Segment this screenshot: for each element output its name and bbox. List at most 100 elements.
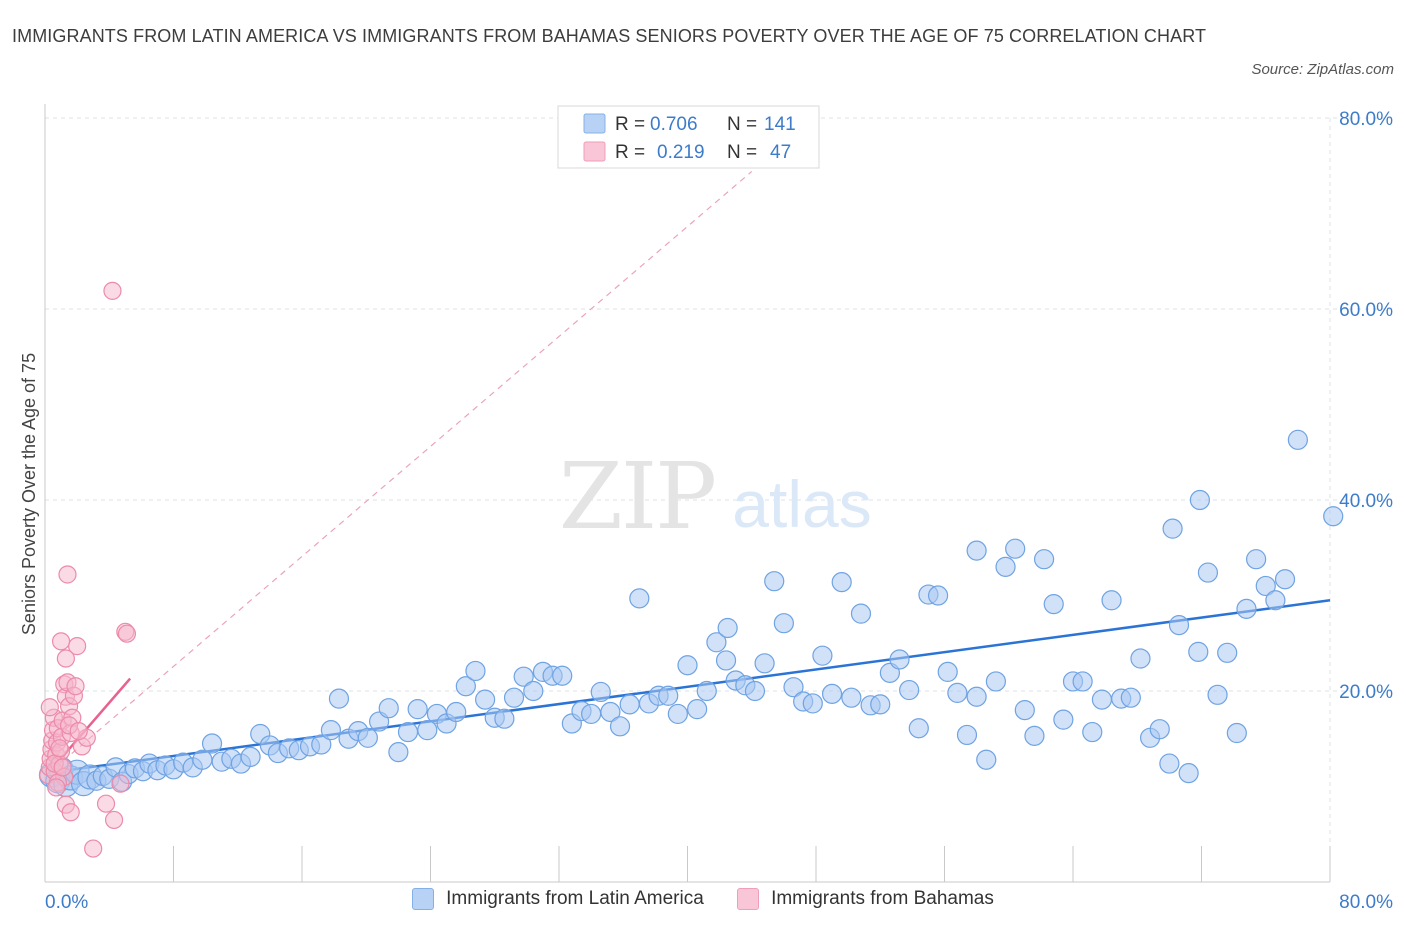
point-latin-america-110 xyxy=(1043,593,1064,615)
point-latin-america-23 xyxy=(201,733,223,754)
point-latin-america-127 xyxy=(1207,684,1228,705)
series-legend: Immigrants from Latin America Immigrants… xyxy=(0,888,1406,916)
legend-n-label-2: N = xyxy=(727,142,762,163)
point-latin-america-100 xyxy=(947,682,968,704)
point-latin-america-66 xyxy=(619,694,640,715)
watermark-zip: ZIP xyxy=(559,443,715,550)
point-latin-america-41 xyxy=(378,698,399,719)
point-bahamas-39 xyxy=(103,281,122,300)
trend-bahamas-extended xyxy=(46,171,753,776)
stats-legend: R = 0.706 N = 141 R = 0.219 N = 47 xyxy=(557,105,820,169)
point-latin-america-54 xyxy=(503,687,525,708)
legend-label-latin-america: Immigrants from Latin America xyxy=(446,888,704,909)
legend-n-value-2: 47 xyxy=(770,142,791,163)
y-tick-label-80: 80.0% xyxy=(1339,109,1393,130)
point-latin-america-109 xyxy=(1033,549,1055,570)
y-tick-label-20: 20.0% xyxy=(1339,682,1393,703)
point-bahamas-46 xyxy=(47,778,66,797)
trend-latin-america xyxy=(52,599,1331,774)
legend-r-value-2: 0.219 xyxy=(657,142,705,163)
point-bahamas-35 xyxy=(104,810,124,830)
point-latin-america-96 xyxy=(908,718,929,739)
point-latin-america-104 xyxy=(985,671,1007,692)
point-latin-america-79 xyxy=(744,680,766,702)
point-latin-america-45 xyxy=(417,720,438,741)
point-latin-america-105 xyxy=(995,556,1016,577)
point-latin-america-72 xyxy=(677,655,698,676)
point-latin-america-43 xyxy=(397,721,419,743)
legend-item-bahamas[interactable]: Immigrants from Bahamas xyxy=(737,888,994,910)
point-latin-america-55 xyxy=(513,666,534,687)
x-tick-label-max: 80.0% xyxy=(1339,892,1393,913)
legend-r-label-2: R = xyxy=(615,142,650,163)
y-tick-label-60: 60.0% xyxy=(1339,300,1393,321)
legend-r-label-1: R = xyxy=(615,114,650,135)
point-latin-america-130 xyxy=(1236,598,1257,619)
point-latin-america-50 xyxy=(465,660,486,682)
point-latin-america-98 xyxy=(927,585,949,606)
point-bahamas-33 xyxy=(84,839,103,858)
point-latin-america-44 xyxy=(407,699,428,720)
point-latin-america-53 xyxy=(494,708,515,729)
legend-swatch-latin-america xyxy=(412,888,435,910)
svg-text:R = 0.706 N =: R = 0.706 N = 141 xyxy=(615,114,796,135)
point-latin-america-128 xyxy=(1217,642,1238,663)
point-latin-america-124 xyxy=(1178,763,1199,784)
point-latin-america-82 xyxy=(773,613,794,634)
point-latin-america-80 xyxy=(754,653,775,674)
x-tick-label-min: 0.0% xyxy=(45,892,88,913)
point-latin-america-126 xyxy=(1197,562,1219,583)
point-bahamas-25 xyxy=(51,632,71,651)
point-bahamas-23 xyxy=(66,677,85,696)
point-latin-america-59 xyxy=(552,665,573,686)
point-latin-america-63 xyxy=(590,681,611,703)
point-latin-america-107 xyxy=(1014,699,1035,721)
point-latin-america-133 xyxy=(1265,590,1286,611)
point-latin-america-136 xyxy=(1323,506,1344,527)
point-bahamas-42 xyxy=(53,758,72,777)
point-latin-america-122 xyxy=(1159,753,1180,774)
source-label: Source: ZipAtlas.com xyxy=(1251,61,1394,78)
point-bahamas-26 xyxy=(56,649,75,668)
point-latin-america-74 xyxy=(696,680,717,702)
point-latin-america-71 xyxy=(667,703,688,725)
point-latin-america-27 xyxy=(240,746,261,767)
point-latin-america-90 xyxy=(850,603,872,624)
point-latin-america-131 xyxy=(1246,549,1267,570)
point-latin-america-114 xyxy=(1082,721,1103,743)
point-bahamas-7 xyxy=(40,698,59,717)
point-latin-america-76 xyxy=(715,650,737,671)
point-bahamas-43 xyxy=(50,739,69,758)
point-latin-america-36 xyxy=(328,688,350,709)
point-latin-america-94 xyxy=(889,649,910,670)
watermark-atlas: atlas xyxy=(732,467,871,541)
y-tick-label-40: 40.0% xyxy=(1339,491,1393,512)
point-latin-america-56 xyxy=(523,680,544,702)
legend-item-latin-america[interactable]: Immigrants from Latin America xyxy=(412,888,704,910)
point-bahamas-36 xyxy=(111,774,130,793)
legend-label-bahamas: Immigrants from Bahamas xyxy=(771,888,994,909)
point-latin-america-39 xyxy=(357,727,378,748)
point-latin-america-134 xyxy=(1274,569,1296,590)
point-latin-america-88 xyxy=(831,572,852,593)
point-latin-america-108 xyxy=(1024,725,1045,746)
point-latin-america-102 xyxy=(966,686,987,707)
point-latin-america-116 xyxy=(1101,590,1122,611)
point-latin-america-48 xyxy=(446,701,467,723)
point-latin-america-135 xyxy=(1287,429,1308,450)
point-bahamas-45 xyxy=(69,722,88,741)
point-latin-america-118 xyxy=(1120,687,1141,708)
point-latin-america-103 xyxy=(976,749,997,770)
point-latin-america-34 xyxy=(311,734,332,755)
point-latin-america-73 xyxy=(687,699,708,720)
point-latin-america-85 xyxy=(802,693,823,714)
watermark: ZIP atlas xyxy=(559,443,872,550)
legend-swatch-pink xyxy=(583,141,606,162)
point-latin-america-121 xyxy=(1149,719,1170,740)
point-latin-america-35 xyxy=(320,720,342,741)
legend-n-value-1: 141 xyxy=(764,114,796,135)
point-latin-america-87 xyxy=(821,683,843,704)
legend-n-label-1: N = xyxy=(727,114,762,135)
series-bahamas xyxy=(39,281,137,858)
